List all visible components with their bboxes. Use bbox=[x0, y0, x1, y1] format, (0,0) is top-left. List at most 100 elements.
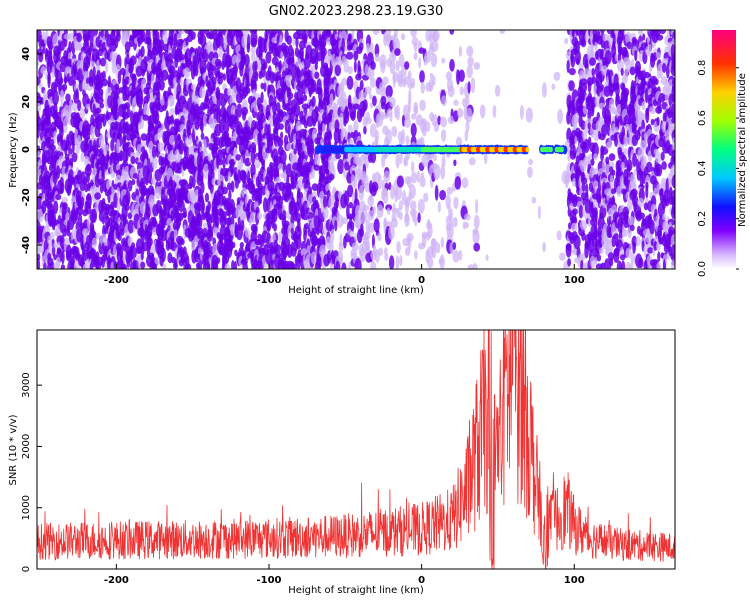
spectrogram-cell bbox=[417, 198, 425, 214]
spectrogram-cell bbox=[85, 48, 92, 65]
spectrogram-cell bbox=[286, 35, 292, 46]
spectrogram-cell bbox=[452, 241, 457, 251]
spectrogram-cell bbox=[435, 242, 441, 254]
spectrogram-cell bbox=[453, 99, 459, 106]
spectrogram-x-axis-label: Height of straight line (km) bbox=[288, 285, 424, 296]
spectrogram-cell bbox=[222, 154, 226, 170]
spectrogram-cell bbox=[430, 53, 438, 68]
spectrogram-cell bbox=[39, 97, 45, 105]
spectrogram-cell bbox=[528, 158, 533, 166]
spectrogram-cell bbox=[60, 76, 64, 85]
spectrogram-cell bbox=[403, 155, 409, 167]
spectrogram-cell bbox=[341, 37, 346, 54]
spectrogram-cell bbox=[431, 74, 436, 87]
spectrogram-cell bbox=[608, 153, 616, 162]
spectrogram-cell bbox=[590, 158, 595, 166]
spectrogram-cell bbox=[224, 263, 231, 269]
spectrogram-cell bbox=[620, 67, 624, 76]
spectrogram-cell bbox=[184, 67, 191, 79]
spectrogram-cell bbox=[662, 259, 666, 269]
spectrogram-cell bbox=[372, 205, 376, 215]
spectrogram-cell bbox=[226, 182, 232, 191]
spectrogram-cell bbox=[77, 134, 82, 150]
spectrogram-cell bbox=[141, 68, 146, 77]
spectrogram-cell bbox=[110, 261, 114, 269]
spectrogram-cell bbox=[622, 228, 628, 237]
spectrogram-cell bbox=[223, 122, 230, 134]
spectrogram-cell bbox=[244, 228, 251, 238]
spectrogram-cell bbox=[194, 68, 199, 77]
y-tick-label: 40 bbox=[21, 47, 32, 61]
spectrogram-cell bbox=[396, 104, 400, 121]
spectrogram-cell bbox=[140, 252, 144, 261]
spectrogram-cell bbox=[53, 130, 57, 144]
spectrogram-cell bbox=[228, 189, 232, 201]
spectrogram-cell bbox=[434, 184, 439, 201]
spectrogram-cell bbox=[250, 46, 256, 55]
spectrogram-cell bbox=[441, 57, 446, 64]
spectrogram-cell bbox=[218, 118, 225, 134]
spectrogram-cell bbox=[419, 176, 426, 188]
x-tick-label: 100 bbox=[564, 575, 585, 586]
spectrogram-cell bbox=[226, 88, 232, 96]
spectrogram-cell bbox=[241, 34, 248, 49]
spectrogram-cell bbox=[101, 113, 107, 127]
spectrogram-cell bbox=[441, 95, 447, 107]
spectrogram-cell bbox=[53, 241, 58, 249]
spectrogram-cell bbox=[127, 180, 133, 192]
spectrogram-cell bbox=[419, 70, 425, 84]
spectrogram-cell bbox=[49, 231, 55, 242]
spectrogram-cell bbox=[655, 34, 664, 41]
band-cell bbox=[560, 146, 564, 153]
spectrogram-cell bbox=[339, 256, 343, 264]
spectrogram-cell bbox=[568, 80, 575, 92]
spectrogram-cell bbox=[73, 212, 79, 222]
spectrogram-cell bbox=[388, 255, 395, 269]
spectrogram-cell bbox=[230, 159, 235, 175]
spectrogram-cell bbox=[241, 110, 247, 121]
spectrogram-cell bbox=[479, 104, 486, 119]
spectrogram-cell bbox=[364, 116, 372, 125]
spectrogram-cell bbox=[553, 71, 561, 82]
spectrogram-cell bbox=[576, 57, 580, 66]
spectrogram-cell bbox=[80, 151, 85, 163]
spectrogram-cell bbox=[158, 43, 163, 59]
y-tick-label: 2000 bbox=[21, 434, 32, 459]
spectrogram-cell bbox=[396, 175, 404, 188]
spectrogram-cell bbox=[427, 223, 433, 239]
spectrogram-cell bbox=[427, 257, 434, 269]
spectrogram-cell bbox=[226, 244, 233, 259]
spectrogram-cell bbox=[92, 66, 96, 78]
spectrogram-cell bbox=[384, 253, 389, 261]
spectrogram-cell bbox=[112, 110, 120, 121]
spectrogram-cell bbox=[672, 143, 675, 151]
spectrogram-cell bbox=[351, 30, 355, 39]
spectrogram-cell bbox=[212, 81, 216, 92]
spectrogram-cell bbox=[440, 236, 445, 249]
spectrogram-cell bbox=[130, 155, 136, 165]
spectrogram-cell bbox=[157, 127, 164, 139]
spectrogram-cell bbox=[179, 38, 184, 46]
spectrogram-cell bbox=[143, 103, 150, 118]
spectrogram-cell bbox=[50, 261, 55, 269]
spectrogram-y-axis-label: Frequency (Hz) bbox=[8, 112, 19, 188]
spectrogram-cell bbox=[485, 254, 489, 261]
spectrogram-cell bbox=[227, 171, 231, 183]
spectrogram-cell bbox=[115, 86, 121, 96]
spectrogram-cell bbox=[341, 262, 347, 269]
spectrogram-cell bbox=[76, 205, 84, 216]
spectrogram-cell bbox=[591, 67, 596, 77]
spectrogram-cell bbox=[404, 61, 410, 70]
band-cell bbox=[549, 146, 553, 153]
spectrogram-cell bbox=[124, 102, 131, 110]
spectrogram-cell bbox=[226, 44, 230, 58]
spectrogram-cell bbox=[323, 47, 327, 56]
spectrogram-cell bbox=[351, 242, 359, 252]
spectrogram-cell bbox=[152, 145, 157, 160]
spectrogram-cell bbox=[106, 86, 112, 96]
spectrogram-cell bbox=[66, 225, 71, 237]
band-cell bbox=[525, 146, 530, 153]
spectrogram-cell bbox=[391, 125, 398, 138]
spectrogram-cell bbox=[579, 220, 588, 231]
spectrogram-cell bbox=[273, 223, 278, 232]
